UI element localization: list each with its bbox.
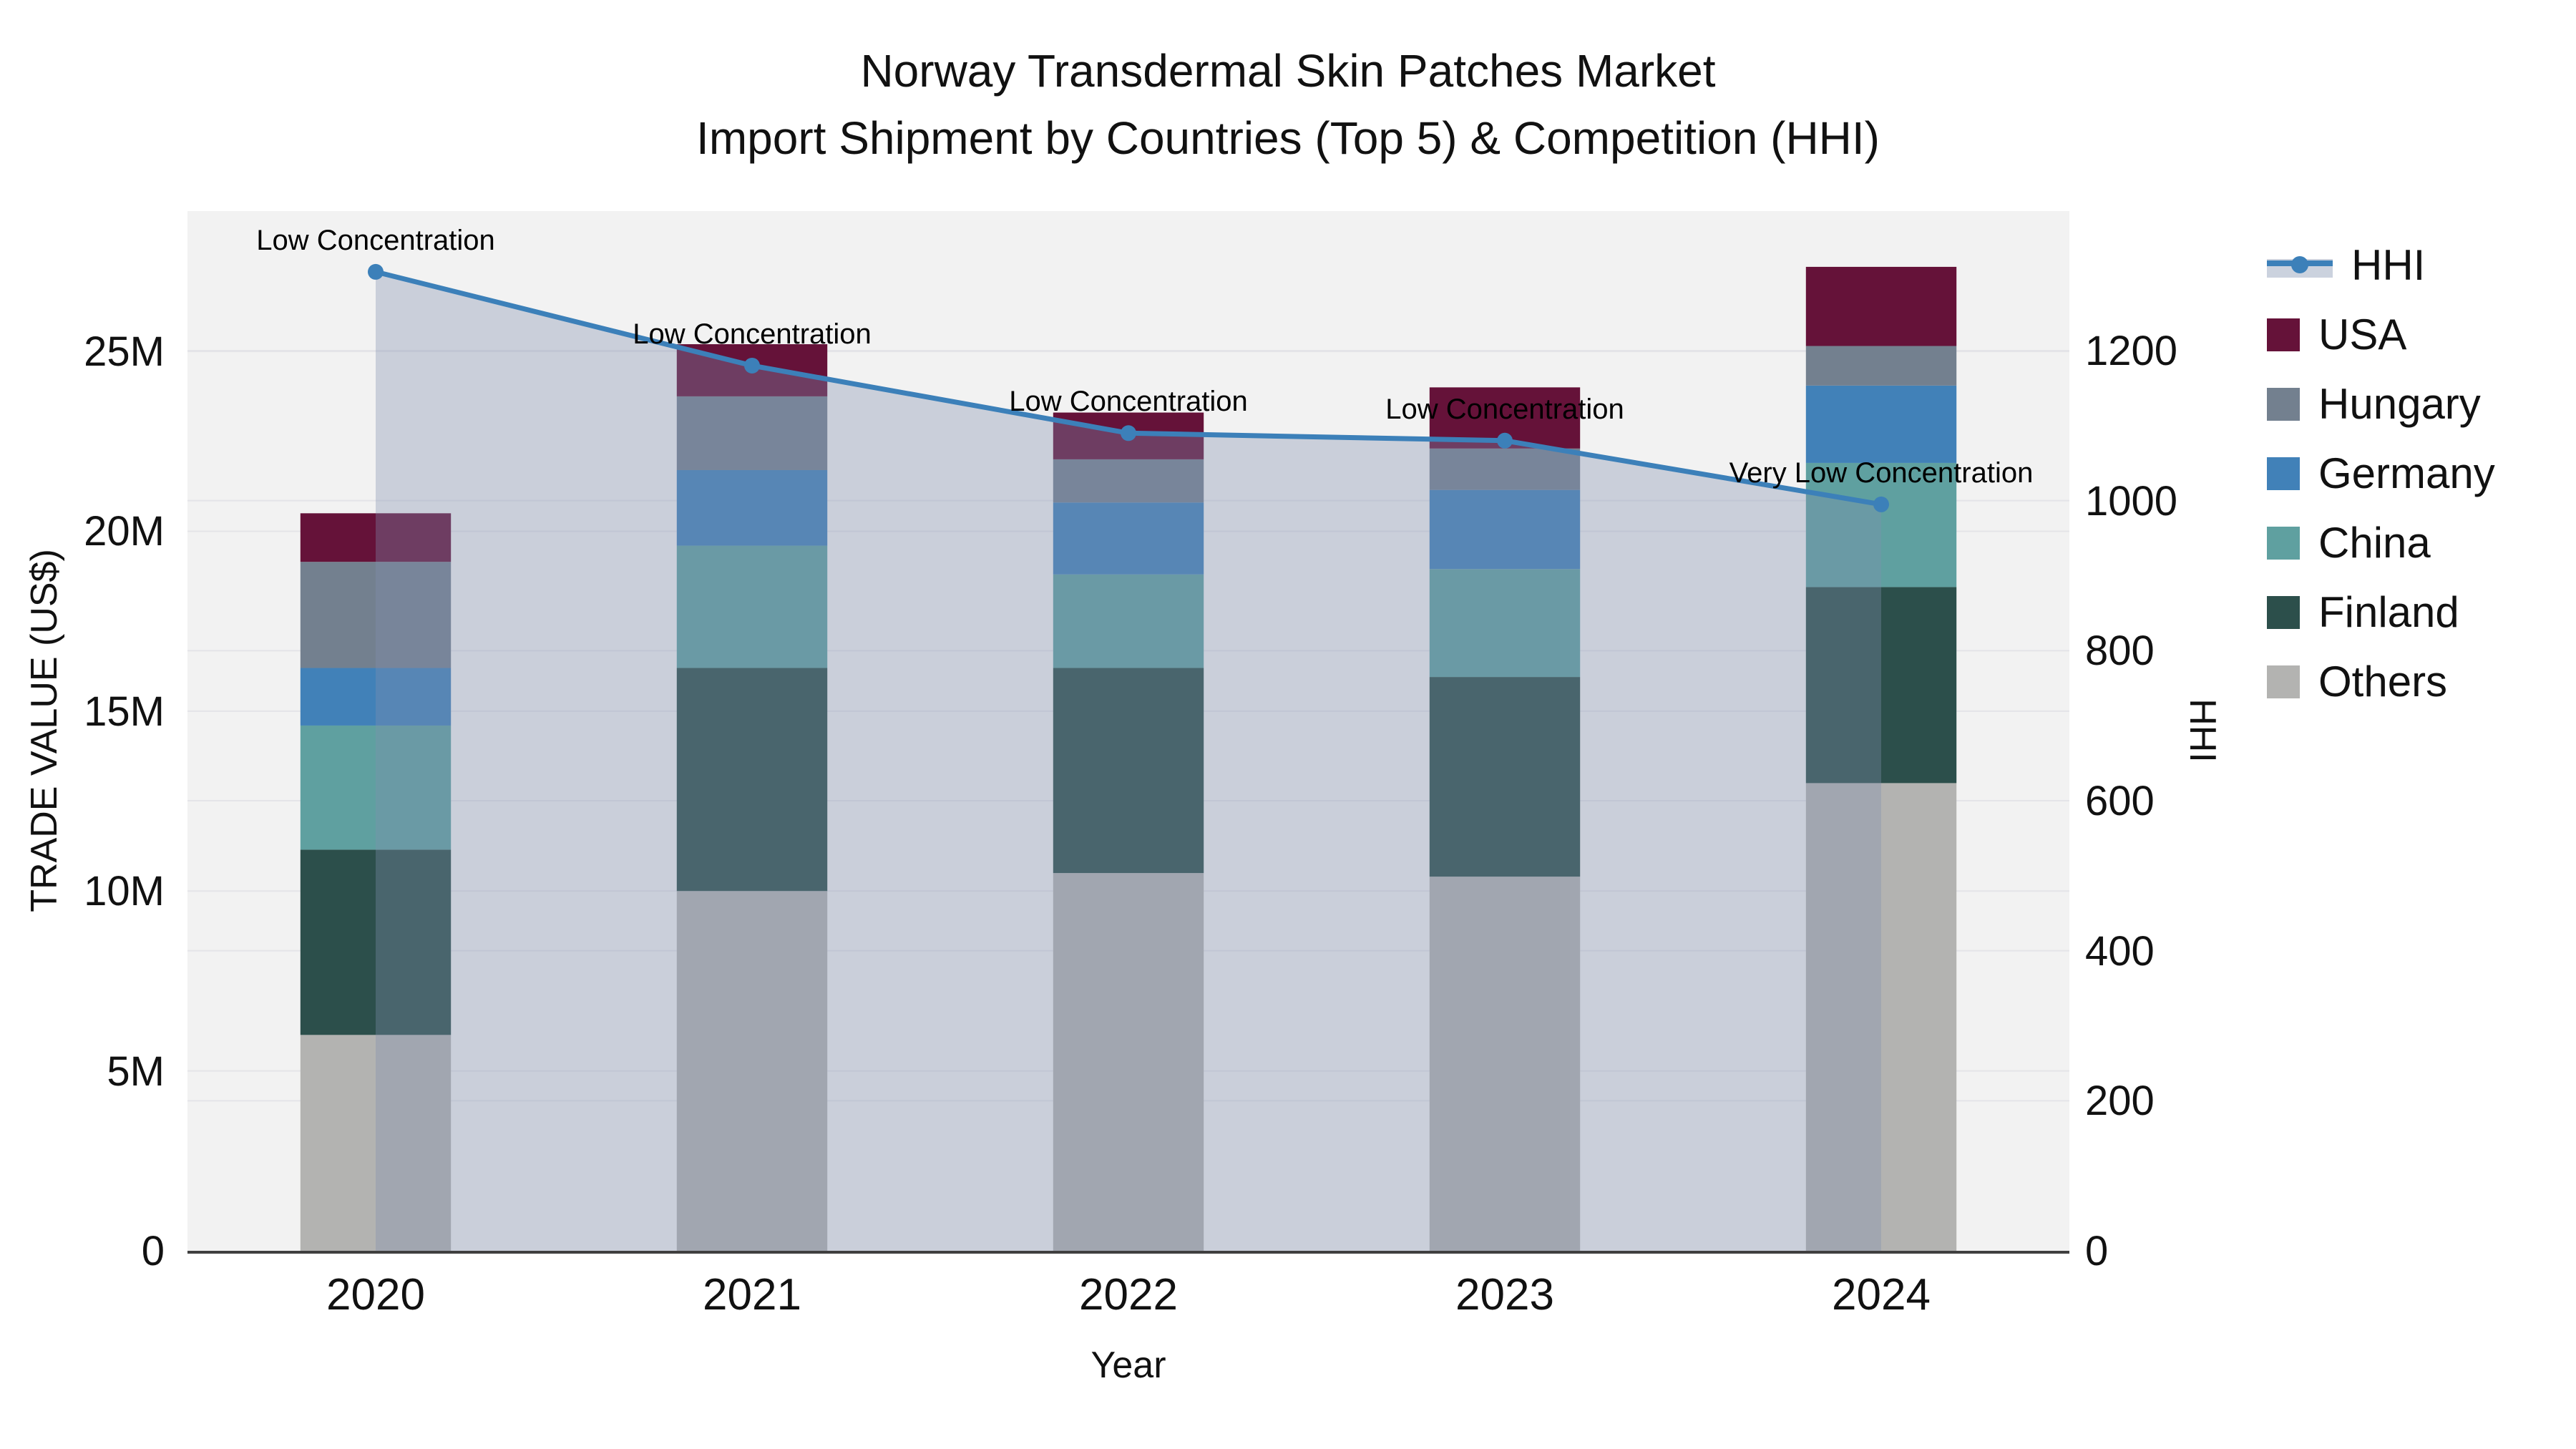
legend-swatch-finland: [2267, 595, 2300, 629]
y-right-tick-1200: 1200: [2085, 327, 2178, 374]
x-tick-2022: 2022: [1079, 1270, 1178, 1319]
hhi-marker-2021[interactable]: [744, 357, 760, 374]
y-left-tick-10M: 10M: [84, 868, 165, 915]
x-tick-2023: 2023: [1455, 1270, 1554, 1319]
x-axis-title: Year: [1091, 1345, 1166, 1386]
chart-canvas[interactable]: [187, 211, 2069, 1251]
bar-segment-hungary-2024[interactable]: [1805, 346, 1957, 386]
legend-label-finland: Finland: [2318, 588, 2459, 636]
legend-item-china[interactable]: China: [2267, 508, 2495, 577]
annotation-2023: Low Concentration: [1385, 393, 1624, 425]
bar-segment-germany-2023[interactable]: [1429, 489, 1581, 570]
hhi-area-fill: [376, 271, 1881, 1251]
y-right-tick-200: 200: [2085, 1078, 2155, 1125]
hhi-marker-2020[interactable]: [368, 263, 384, 280]
bar-segment-germany-2021[interactable]: [676, 469, 828, 546]
bar-segment-finland-2023[interactable]: [1429, 677, 1581, 877]
bar-segment-germany-2020[interactable]: [300, 668, 452, 726]
y-left-tick-15M: 15M: [84, 688, 165, 735]
legend-item-others[interactable]: Others: [2267, 647, 2495, 716]
hhi-marker-icon: [2291, 255, 2308, 273]
annotation-2022: Low Concentration: [1009, 386, 1248, 418]
bar-segment-others-2022[interactable]: [1053, 873, 1204, 1251]
legend-swatch-others: [2267, 665, 2300, 698]
y-right-tick-600: 600: [2085, 777, 2155, 824]
y-right-tick-400: 400: [2085, 927, 2155, 975]
x-tick-2021: 2021: [703, 1270, 801, 1319]
bar-segment-hungary-2021[interactable]: [676, 396, 828, 470]
annotation-2021: Low Concentration: [633, 318, 872, 350]
legend-swatch-usa: [2267, 318, 2300, 351]
legend-item-hhi[interactable]: HHI: [2267, 230, 2495, 300]
legend-swatch-china: [2267, 526, 2300, 560]
y-left-tick-0: 0: [141, 1228, 165, 1274]
y-right-axis-title: HHI: [2182, 698, 2223, 763]
hhi-marker-2024[interactable]: [1873, 496, 1889, 512]
bar-segment-finland-2021[interactable]: [676, 668, 828, 892]
legend-label-hhi: HHI: [2351, 241, 2426, 289]
bar-segment-finland-2022[interactable]: [1053, 668, 1204, 874]
hhi-marker-2022[interactable]: [1121, 425, 1136, 441]
bar-segment-finland-2024[interactable]: [1805, 587, 1957, 784]
bar-segment-china-2022[interactable]: [1053, 574, 1204, 668]
legend-swatch-germany: [2267, 457, 2300, 490]
y-left-tick-5M: 5M: [107, 1048, 165, 1095]
plot-area[interactable]: [187, 211, 2069, 1254]
legend-label-china: China: [2318, 519, 2431, 567]
bar-segment-germany-2024[interactable]: [1805, 385, 1957, 463]
x-tick-2024: 2024: [1832, 1270, 1931, 1319]
bar-segment-others-2024[interactable]: [1805, 783, 1957, 1251]
y-right-tick-800: 800: [2085, 628, 2155, 675]
hhi-line-icon: [2267, 249, 2333, 282]
bar-segment-others-2020[interactable]: [300, 1035, 452, 1251]
bar-segment-usa-2024[interactable]: [1805, 266, 1957, 346]
legend-label-germany: Germany: [2318, 449, 2495, 497]
bar-segment-finland-2020[interactable]: [300, 849, 452, 1035]
legend-item-germany[interactable]: Germany: [2267, 439, 2495, 508]
legend-swatch-hungary: [2267, 387, 2300, 421]
bar-segment-usa-2020[interactable]: [300, 513, 452, 562]
legend-label-others: Others: [2318, 658, 2448, 706]
bar-segment-others-2023[interactable]: [1429, 877, 1581, 1251]
legend-item-hungary[interactable]: Hungary: [2267, 369, 2495, 439]
annotation-2020: Low Concentration: [256, 224, 495, 256]
hhi-marker-2023[interactable]: [1497, 432, 1513, 449]
bar-segment-china-2023[interactable]: [1429, 569, 1581, 678]
legend: HHI USA Hungary Germany China Finland Others: [2267, 230, 2495, 716]
annotation-2024: Very Low Concentration: [1729, 457, 2034, 489]
y-left-tick-25M: 25M: [84, 328, 165, 376]
legend-item-usa[interactable]: USA: [2267, 300, 2495, 369]
bar-segment-china-2024[interactable]: [1805, 462, 1957, 587]
x-tick-2020: 2020: [326, 1270, 425, 1319]
legend-label-usa: USA: [2318, 311, 2407, 358]
bar-segment-germany-2022[interactable]: [1053, 502, 1204, 575]
legend-item-finland[interactable]: Finland: [2267, 577, 2495, 647]
chart-title: Norway Transdermal Skin Patches Market I…: [696, 45, 1880, 164]
y-right-tick-1000: 1000: [2085, 477, 2178, 525]
y-right-tick-0: 0: [2085, 1228, 2109, 1274]
bar-segment-others-2021[interactable]: [676, 891, 828, 1251]
bar-segment-hungary-2022[interactable]: [1053, 459, 1204, 503]
legend-label-hungary: Hungary: [2318, 380, 2481, 428]
bar-segment-china-2021[interactable]: [676, 545, 828, 668]
bar-segment-china-2020[interactable]: [300, 725, 452, 850]
bar-segment-hungary-2023[interactable]: [1429, 448, 1581, 490]
bar-segment-hungary-2020[interactable]: [300, 562, 452, 668]
y-left-tick-20M: 20M: [84, 508, 165, 555]
